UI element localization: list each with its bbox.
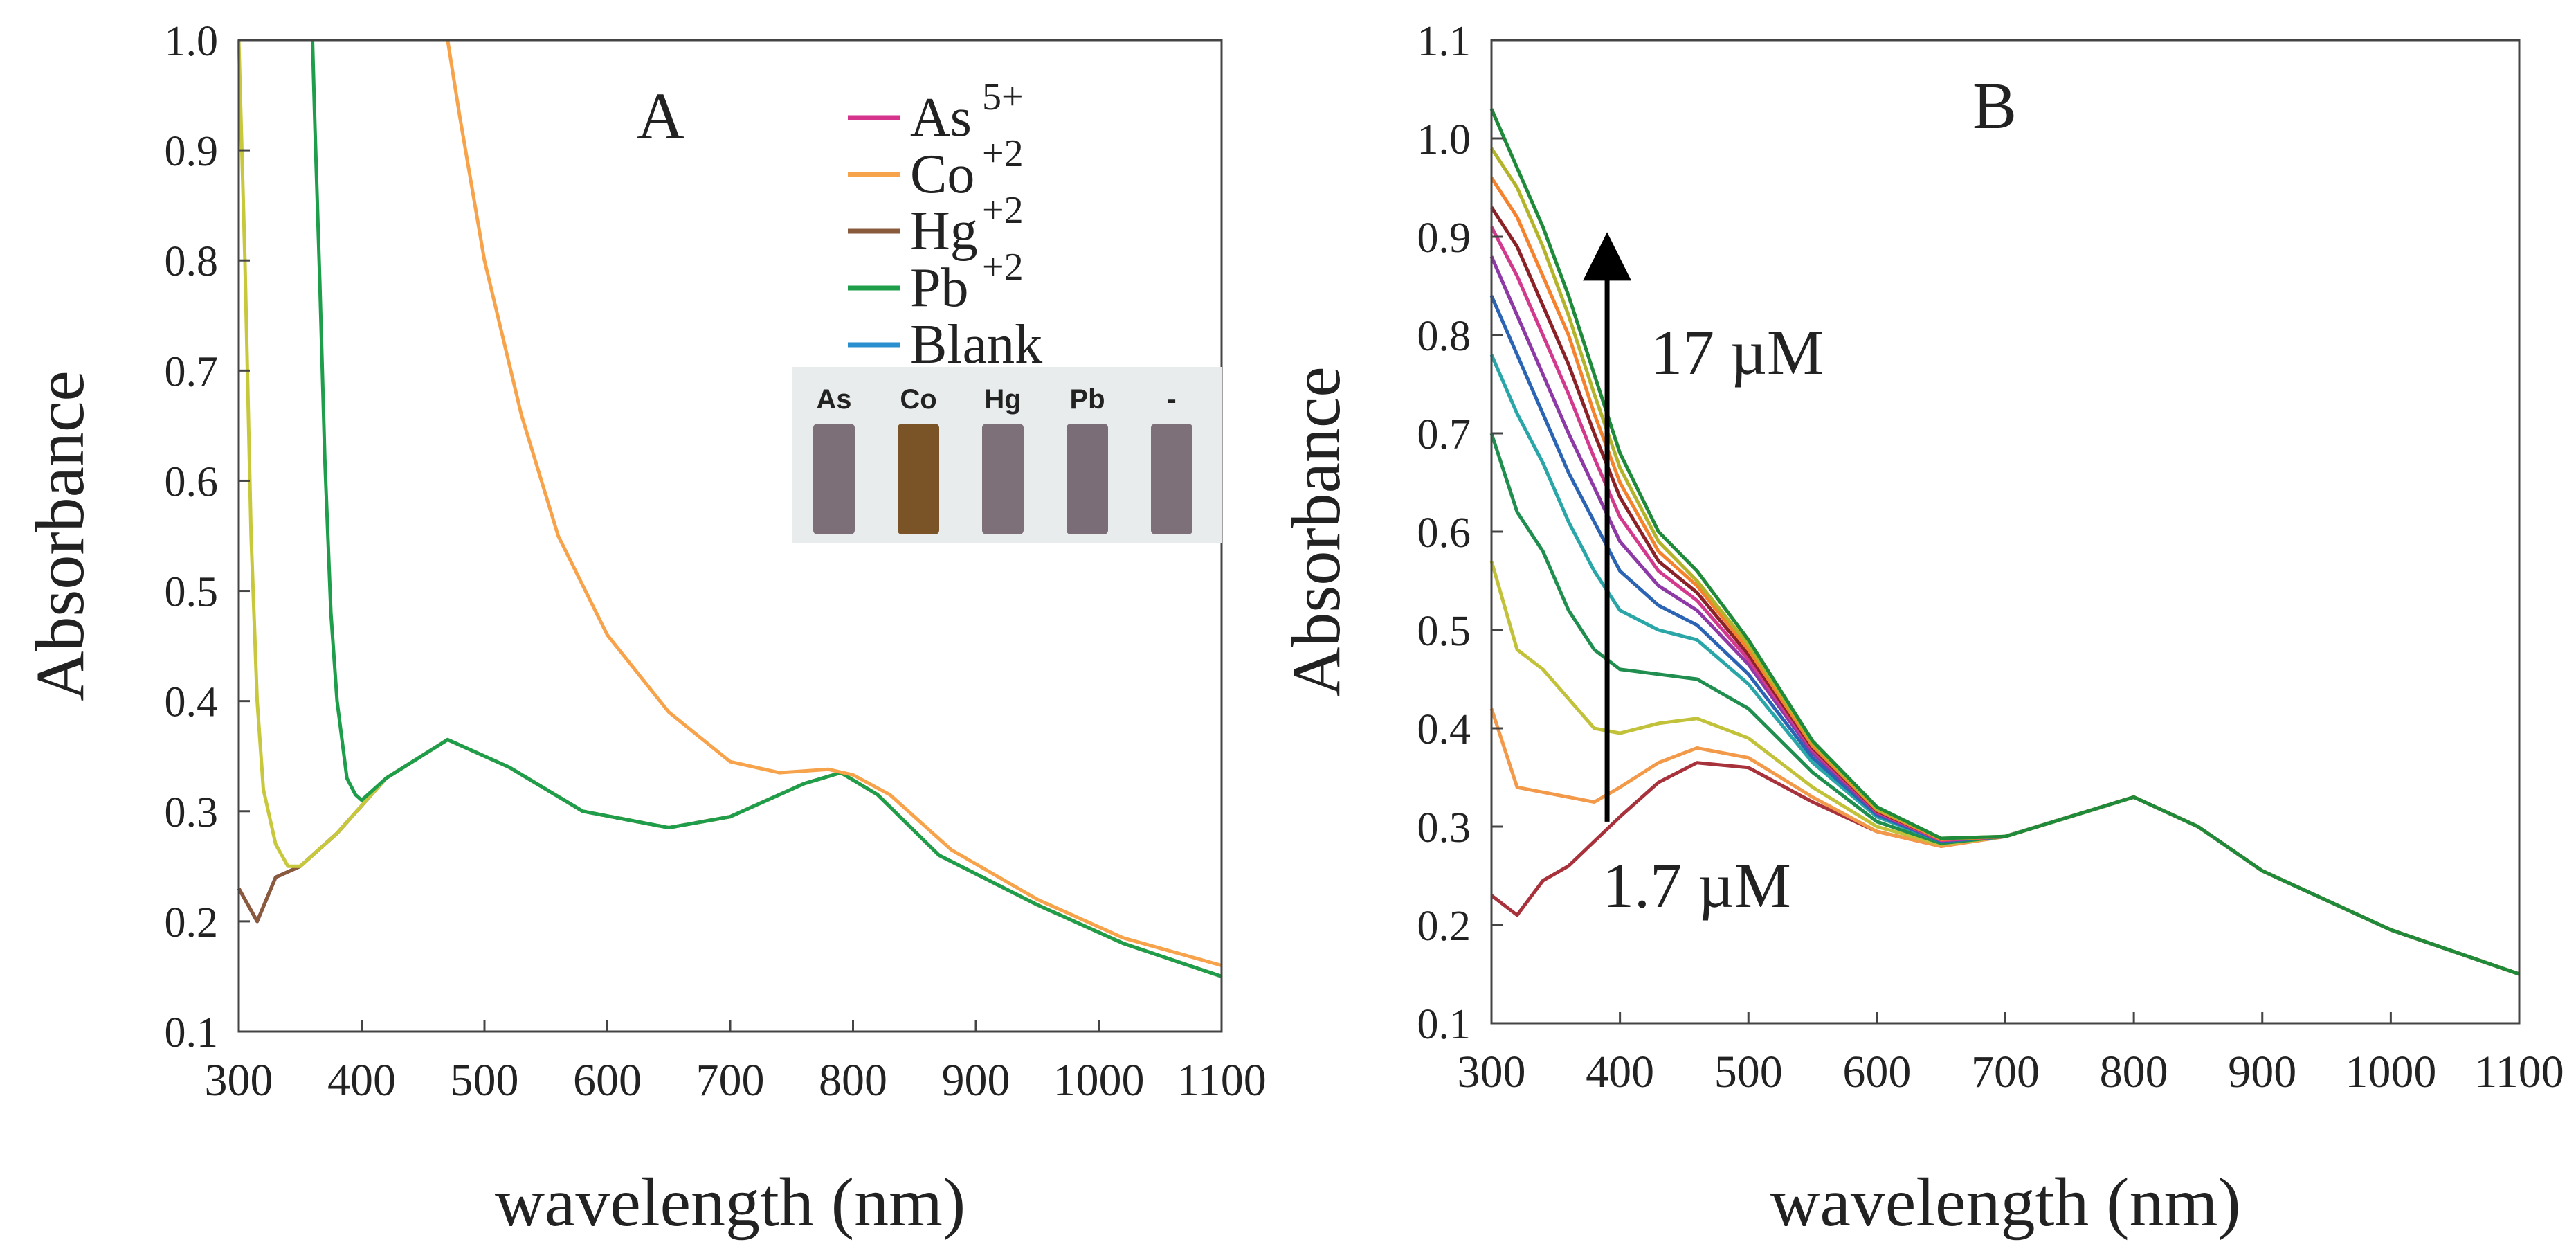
vial-cuvette (1151, 424, 1192, 534)
y-tick-label: 0.1 (1417, 1001, 1471, 1048)
x-tick-label: 1100 (1177, 1055, 1267, 1106)
x-tick-label: 600 (1842, 1047, 1911, 1097)
vial-label: Co (900, 384, 936, 415)
y-tick-label: 1.1 (1417, 18, 1471, 65)
annotation-17-um: 17 µM (1651, 317, 1824, 388)
x-tick-label: 400 (1586, 1047, 1654, 1097)
legend-label: Blank (910, 314, 1042, 375)
panel-b-title: B (1972, 69, 2017, 143)
x-tick-label: 700 (696, 1055, 765, 1106)
series-line (237, 737, 1222, 978)
legend-label-superscript: 5+ (982, 75, 1024, 118)
vial-cuvette (1067, 424, 1108, 534)
x-tick-label: 800 (819, 1055, 887, 1106)
x-tick-label: 700 (1971, 1047, 2040, 1097)
panel-b-x-axis-label: wavelength (nm) (1770, 1164, 2240, 1241)
series-line (237, 737, 1222, 978)
legend-label-superscript: +2 (982, 189, 1024, 232)
y-tick-label: 0.4 (165, 679, 219, 726)
x-tick-label: 300 (205, 1055, 273, 1106)
y-tick-label: 0.4 (1417, 706, 1471, 753)
series-line (446, 39, 1222, 967)
series-line (311, 39, 1222, 978)
y-tick-label: 0.3 (1417, 804, 1471, 852)
x-tick-label: 300 (1458, 1047, 1526, 1097)
y-tick-label: 0.6 (165, 458, 219, 505)
annotation-1-7-um: 1.7 µM (1602, 850, 1791, 921)
vial-label: As (816, 384, 851, 415)
vial-label: Hg (984, 384, 1021, 415)
x-tick-label: 900 (942, 1055, 1010, 1106)
legend-label: Pb (910, 258, 969, 318)
y-tick-label: 0.2 (165, 899, 219, 946)
y-tick-label: 0.9 (1417, 215, 1471, 262)
x-tick-label: 500 (1714, 1047, 1783, 1097)
series-line (1489, 708, 2520, 976)
y-tick-label: 1.0 (1417, 116, 1471, 163)
panel-a-legend: As 5+Co +2Hg +2 Pb +2 Blank (848, 75, 1042, 375)
x-tick-label: 500 (451, 1055, 519, 1106)
vial-cuvette (982, 424, 1024, 534)
y-tick-label: 0.6 (1417, 510, 1471, 557)
y-tick-label: 0.1 (165, 1009, 219, 1056)
legend-label-superscript: +2 (982, 246, 1024, 289)
series-line (1489, 108, 2520, 976)
y-tick-label: 0.2 (1417, 903, 1471, 950)
vial-cuvette (898, 424, 939, 534)
y-tick-label: 0.5 (1417, 608, 1471, 655)
x-tick-label: 1100 (2474, 1047, 2564, 1097)
panel-a-vial-inset: As Co Hg Pb - (792, 367, 1222, 543)
legend-label-superscript: +2 (982, 132, 1024, 175)
y-tick-label: 0.9 (165, 128, 219, 175)
vial-cuvette (813, 424, 855, 534)
panel-b: 300 400 500 600 700 800 900 1000 1100 0.1 0.2 0.3 0.… (1278, 18, 2564, 1241)
y-tick-label: 1.0 (165, 18, 219, 65)
legend-label: Hg (910, 201, 978, 262)
x-tick-label: 800 (2100, 1047, 2168, 1097)
y-tick-label: 0.7 (165, 348, 219, 395)
y-tick-label: 0.5 (165, 569, 219, 616)
x-tick-label: 1000 (1053, 1055, 1145, 1106)
panel-a-series (237, 39, 1222, 978)
series-line (237, 737, 1222, 978)
y-tick-label: 0.7 (1417, 411, 1471, 458)
x-tick-label: 600 (573, 1055, 642, 1106)
panel-a-x-axis-label: wavelength (nm) (495, 1164, 965, 1241)
panel-a: 300 400 500 600 700 800 900 1000 1100 0.1 0.2 0.3 0.… (21, 18, 1267, 1241)
x-tick-label: 400 (327, 1055, 396, 1106)
x-tick-label: 1000 (2345, 1047, 2436, 1097)
panel-a-y-axis-label: Absorbance (21, 370, 98, 701)
y-tick-label: 0.3 (165, 789, 219, 836)
legend-label: Co (910, 144, 974, 205)
panel-a-title: A (637, 79, 684, 153)
panel-b-series (1489, 108, 2520, 976)
vial-label: - (1167, 384, 1176, 415)
y-tick-label: 0.8 (1417, 313, 1471, 360)
legend-label: As (910, 87, 972, 148)
panel-b-y-axis-label: Absorbance (1278, 366, 1354, 697)
y-tick-label: 0.8 (165, 238, 219, 285)
vial-label: Pb (1069, 384, 1105, 415)
x-tick-label: 900 (2228, 1047, 2296, 1097)
